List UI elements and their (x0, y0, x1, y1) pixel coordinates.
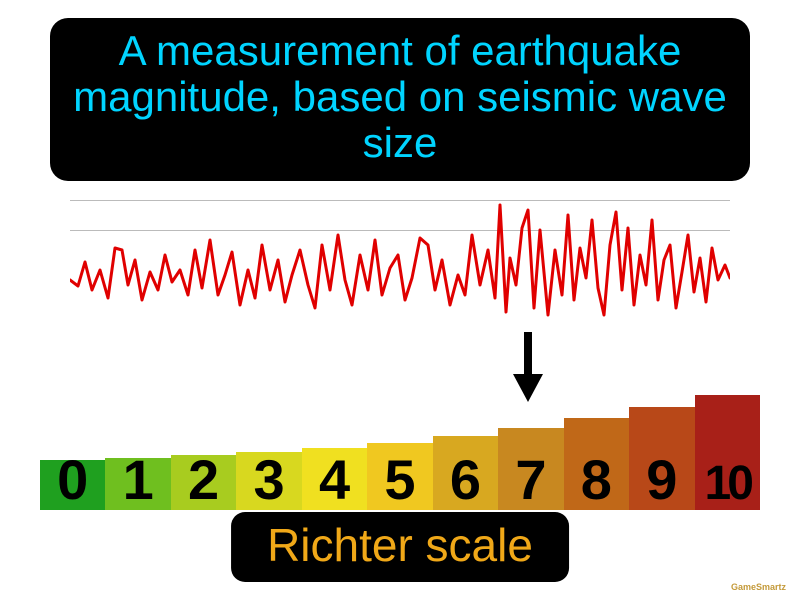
scale-bar-label: 10 (705, 460, 750, 508)
scale-bar-label: 8 (581, 452, 612, 508)
scale-bar: 3 (236, 452, 301, 510)
arrow-down-icon (513, 332, 543, 402)
scale-bar: 6 (433, 436, 498, 510)
definition-text: A measurement of earthquake magnitude, b… (70, 28, 730, 167)
scale-bar-label: 9 (646, 452, 677, 508)
scale-bar: 2 (171, 455, 236, 510)
title-box: Richter scale (231, 512, 569, 582)
scale-bar-label: 2 (188, 452, 219, 508)
scale-bar-label: 0 (57, 452, 88, 508)
richter-scale-bars: 0123456789 10 (40, 395, 760, 510)
scale-bar: 7 (498, 428, 563, 510)
scale-bar-label: 6 (450, 452, 481, 508)
seismograph-line (70, 190, 730, 370)
scale-bar-label: 7 (515, 452, 546, 508)
scale-bar-label: 4 (319, 452, 350, 508)
scale-bar: 10 (695, 395, 760, 510)
scale-bar: 1 (105, 458, 170, 510)
scale-bar-label: 5 (384, 452, 415, 508)
scale-bar: 5 (367, 443, 432, 510)
seismograph-chart (70, 190, 730, 370)
scale-bar-label: 1 (123, 452, 154, 508)
scale-bar: 0 (40, 460, 105, 510)
definition-box: A measurement of earthquake magnitude, b… (50, 18, 750, 181)
scale-bar: 8 (564, 418, 629, 510)
scale-bar: 9 (629, 407, 694, 510)
scale-bar-label: 3 (254, 452, 285, 508)
scale-bar: 4 (302, 448, 367, 510)
title-text: Richter scale (267, 518, 533, 572)
watermark: GameSmartz (731, 582, 786, 592)
